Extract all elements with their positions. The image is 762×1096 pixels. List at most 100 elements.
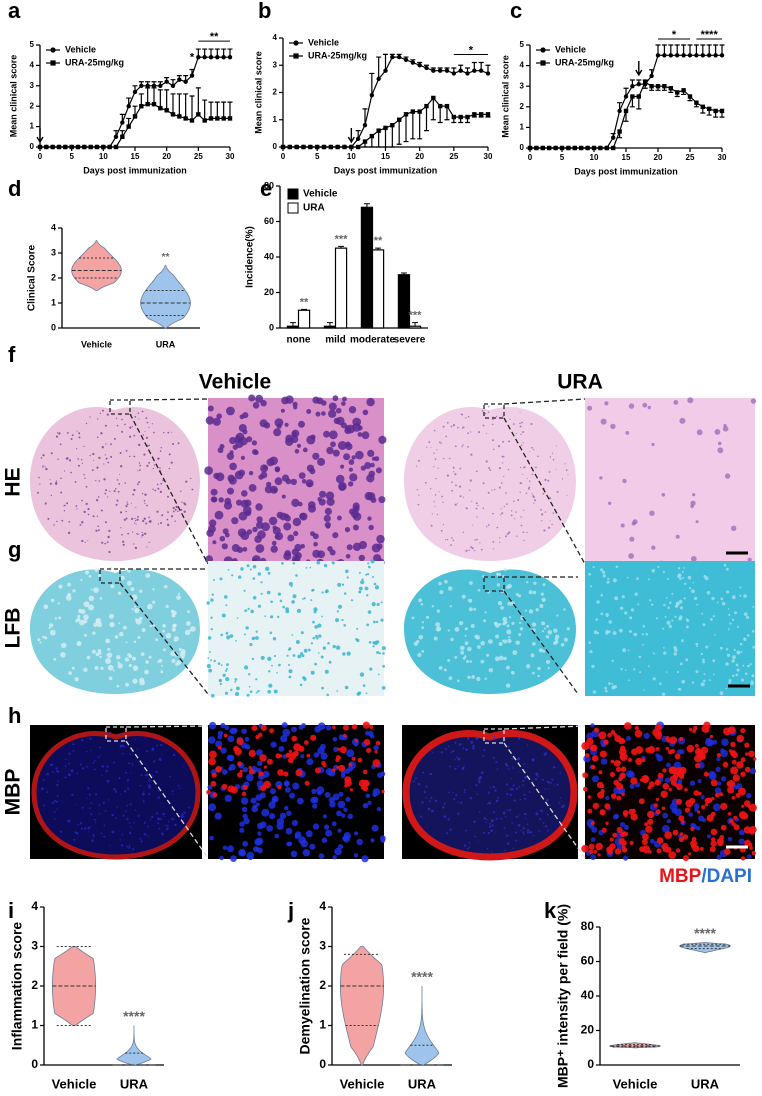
- x-tick-label: 10: [99, 152, 108, 161]
- cell: [87, 540, 88, 541]
- cell: [268, 572, 271, 575]
- cell: [679, 737, 683, 741]
- y-tick-label: 2: [31, 978, 38, 992]
- marker: [472, 69, 476, 73]
- cell: [692, 837, 697, 842]
- cell: [358, 591, 361, 594]
- cell: [246, 436, 252, 442]
- panel-letter: f: [8, 342, 16, 367]
- y-tick-label: 5: [520, 40, 525, 49]
- cell: [356, 628, 358, 630]
- cell: [295, 552, 302, 559]
- y-tick-label: 80: [581, 919, 595, 933]
- cell: [90, 750, 91, 751]
- cell: [451, 426, 453, 428]
- cell: [58, 432, 60, 434]
- cell: [228, 755, 234, 761]
- cell: [225, 692, 228, 695]
- cell: [492, 541, 494, 543]
- cell: [501, 482, 503, 484]
- cell: [101, 765, 104, 768]
- x-tick-label: 20: [162, 152, 171, 161]
- cell: [382, 686, 386, 690]
- cell: [448, 792, 450, 794]
- cell: [620, 607, 623, 610]
- cell: [42, 454, 44, 456]
- cell: [256, 692, 258, 694]
- cell: [296, 640, 300, 644]
- cell: [107, 541, 109, 543]
- cell: [125, 772, 127, 774]
- cell: [37, 638, 40, 641]
- cell: [527, 823, 529, 825]
- cell: [475, 784, 477, 786]
- cell: [523, 763, 525, 765]
- cell: [671, 749, 675, 753]
- cell: [306, 830, 313, 837]
- cell: [71, 438, 73, 440]
- cell: [605, 690, 608, 693]
- cell: [363, 410, 369, 416]
- cell: [102, 446, 104, 448]
- cell: [132, 608, 134, 610]
- cell: [593, 690, 597, 694]
- cell: [254, 838, 262, 846]
- cell: [364, 739, 370, 745]
- marker: [656, 84, 660, 88]
- legend-label: Vehicle: [303, 189, 338, 200]
- cell: [716, 767, 721, 772]
- cell: [708, 771, 715, 778]
- cell: [614, 760, 621, 767]
- cell: [367, 573, 369, 575]
- zoom-line: [130, 399, 208, 400]
- cell: [502, 416, 503, 417]
- cell: [477, 645, 481, 649]
- cell: [228, 569, 230, 571]
- cell: [715, 429, 721, 435]
- marker: [322, 145, 326, 149]
- cell: [83, 614, 89, 620]
- cell: [458, 757, 460, 759]
- cell: [732, 796, 736, 800]
- marker: [342, 145, 346, 149]
- cell: [520, 492, 521, 493]
- cell: [642, 633, 644, 635]
- cell: [80, 579, 82, 581]
- cell: [208, 758, 216, 766]
- cell: [496, 800, 499, 803]
- cell: [688, 576, 692, 580]
- cell: [92, 469, 94, 471]
- cell: [698, 749, 701, 752]
- cell: [417, 653, 421, 657]
- marker: [370, 134, 374, 138]
- cell: [454, 656, 457, 659]
- cell: [265, 567, 269, 571]
- cell: [478, 431, 479, 432]
- bar: [287, 326, 298, 328]
- marker: [63, 145, 67, 149]
- cell: [471, 501, 472, 502]
- cell: [76, 832, 79, 835]
- cell: [224, 734, 228, 738]
- cell: [598, 731, 606, 739]
- cell: [567, 627, 570, 630]
- marker: [383, 69, 387, 73]
- cell: [523, 531, 525, 533]
- cell: [516, 433, 517, 434]
- bar: [336, 248, 347, 328]
- marker: [611, 146, 615, 150]
- cell: [321, 411, 326, 416]
- cell: [83, 511, 85, 513]
- cell: [512, 767, 514, 769]
- cell: [213, 579, 215, 581]
- cell: [336, 811, 342, 817]
- cell: [547, 781, 549, 783]
- cell: [642, 403, 647, 408]
- cell: [745, 672, 748, 675]
- cell: [138, 481, 140, 483]
- cell: [338, 844, 343, 849]
- cell: [583, 787, 588, 792]
- cell: [607, 848, 611, 852]
- cell: [312, 589, 315, 592]
- marker: [308, 145, 312, 149]
